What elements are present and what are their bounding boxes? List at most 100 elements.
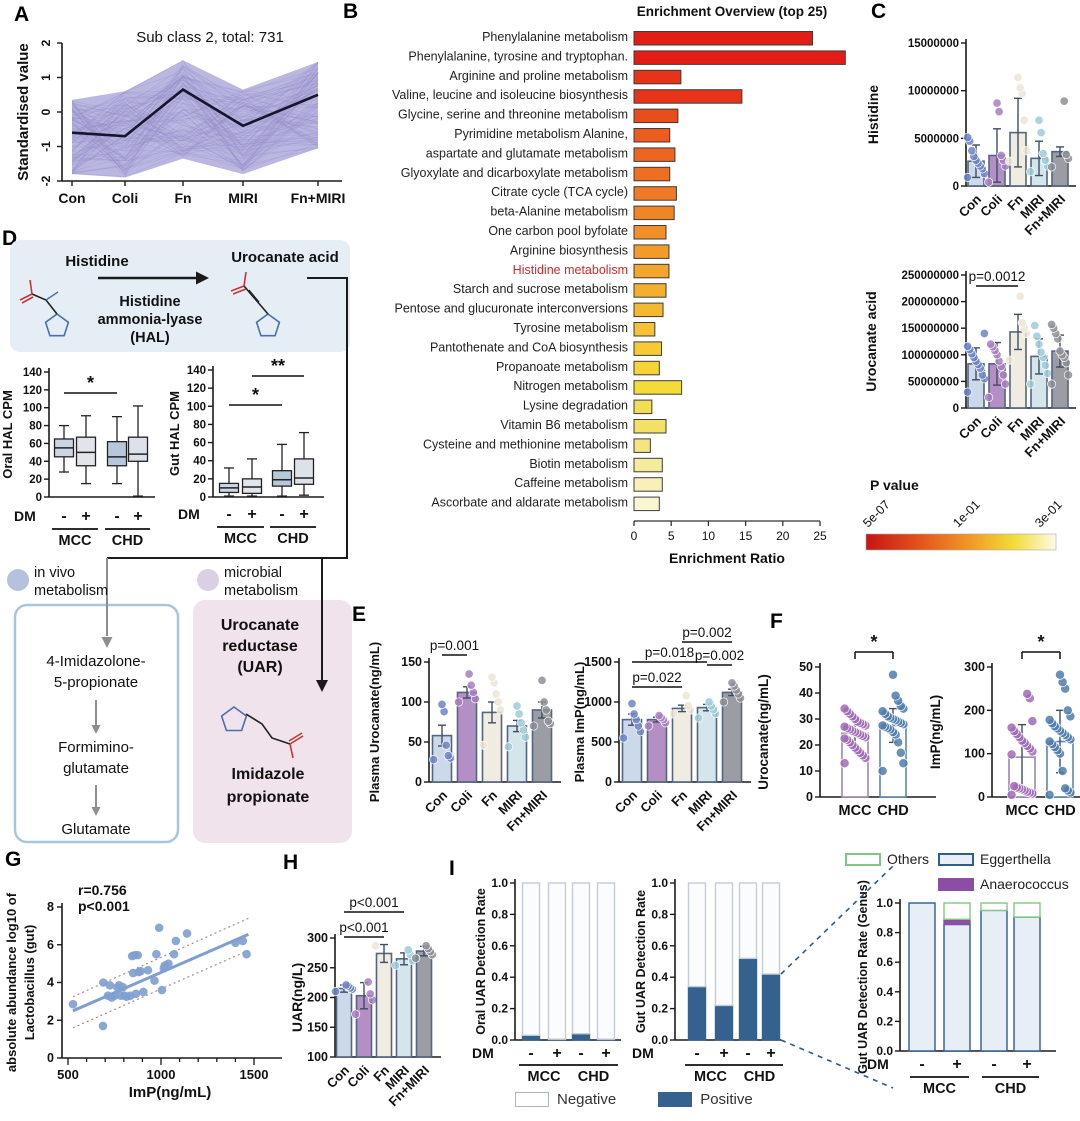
svg-text:p=0.018: p=0.018 (645, 645, 694, 660)
svg-text:0: 0 (806, 790, 813, 804)
svg-text:15000000: 15000000 (908, 38, 959, 50)
svg-text:-: - (226, 506, 231, 523)
svg-text:microbial: microbial (224, 565, 282, 581)
svg-text:0: 0 (605, 775, 612, 789)
svg-text:0: 0 (978, 790, 985, 804)
svg-text:1500: 1500 (240, 1067, 269, 1082)
svg-text:300: 300 (307, 931, 328, 945)
svg-text:1.0: 1.0 (491, 876, 508, 890)
svg-text:-: - (919, 1056, 924, 1073)
panel-e-plasma-urocanate-chart: 0 50 100 150 Plasma Urocanate(ng/mL) Con Coli F… (355, 615, 590, 870)
panel-c-histidine-chart: 0 5000000 10000000 15000000 Histidine Con Coli… (862, 18, 1080, 253)
svg-text:5: 5 (668, 529, 675, 543)
svg-text:CHD: CHD (1044, 803, 1075, 819)
svg-text:MCC: MCC (694, 1069, 728, 1085)
svg-text:CHD: CHD (277, 531, 308, 547)
svg-text:Enrichment Ratio: Enrichment Ratio (669, 550, 785, 566)
svg-text:0.6: 0.6 (651, 939, 668, 953)
svg-text:30: 30 (799, 712, 813, 726)
svg-text:DM: DM (472, 1045, 494, 1061)
svg-text:Glutamate: Glutamate (61, 821, 130, 838)
svg-text:25: 25 (813, 529, 827, 543)
svg-text:0: 0 (39, 108, 53, 115)
svg-text:-: - (745, 1045, 750, 1062)
eggerthella-swatch (938, 852, 974, 866)
svg-text:6: 6 (47, 938, 54, 952)
svg-text:MCC: MCC (923, 1081, 957, 1097)
svg-text:Plasma Urocanate(ng/mL): Plasma Urocanate(ng/mL) (367, 642, 382, 802)
svg-text:Fn+MIRI: Fn+MIRI (291, 190, 346, 206)
svg-text:100: 100 (187, 401, 206, 413)
svg-text:40: 40 (799, 686, 813, 700)
panel-f-urocanate-chart: 0 10 20 30 40 50 Urocanate(ng/mL) MCC CHD * (750, 630, 936, 865)
svg-text:40: 40 (29, 456, 42, 468)
svg-text:CHD: CHD (112, 533, 143, 549)
svg-text:propionate: propionate (227, 789, 310, 806)
svg-text:MCC: MCC (224, 531, 258, 547)
svg-text:aspartate and glutamate metabo: aspartate and glutamate metabolism (426, 146, 628, 160)
svg-text:50000000: 50000000 (908, 376, 959, 388)
svg-text:0.0: 0.0 (491, 1033, 508, 1047)
svg-text:1000: 1000 (584, 695, 612, 709)
svg-text:metabolism: metabolism (34, 583, 108, 599)
svg-text:UAR(ng/L): UAR(ng/L) (289, 963, 305, 1032)
svg-text:-: - (578, 1045, 583, 1062)
panel-i-oral-detection-chart: 0.0 0.2 0.4 0.6 0.8 1.0 Oral UAR Detection Rat… (440, 855, 621, 1100)
svg-text:+: + (766, 1045, 775, 1062)
panel-label-h: H (283, 851, 299, 874)
svg-text:20: 20 (799, 738, 813, 752)
panel-c-urocanate-chart: 0 50000000 100000000 150000000 200000000 2500… (862, 253, 1080, 493)
svg-text:+: + (552, 1045, 561, 1062)
svg-text:p=0.002: p=0.002 (682, 625, 731, 640)
svg-text:+: + (952, 1056, 961, 1073)
svg-text:0.4: 0.4 (491, 970, 508, 984)
svg-text:0.2: 0.2 (491, 1002, 508, 1016)
svg-text:-: - (528, 1045, 533, 1062)
svg-text:*: * (252, 385, 259, 405)
svg-text:glutamate: glutamate (63, 760, 129, 777)
svg-text:Gut UAR Detection Rate (Genus: Gut UAR Detection Rate (Genus) (856, 880, 870, 1074)
svg-text:CHD: CHD (744, 1069, 775, 1085)
svg-text:80: 80 (29, 421, 42, 433)
svg-text:Con: Con (422, 787, 451, 816)
svg-text:-: - (114, 508, 119, 525)
svg-text:0.6: 0.6 (876, 955, 893, 969)
panel-label-g: G (5, 848, 22, 871)
svg-text:One carbon pool byfolate: One carbon pool byfolate (488, 224, 628, 238)
svg-text:120: 120 (187, 383, 206, 395)
svg-text:+: + (133, 508, 142, 525)
svg-text:60: 60 (29, 438, 42, 450)
svg-text:40: 40 (193, 456, 206, 468)
svg-text:+: + (601, 1045, 610, 1062)
svg-text:0: 0 (47, 1051, 54, 1065)
svg-text:Nitrogen metabolism: Nitrogen metabolism (513, 379, 628, 393)
svg-text:150: 150 (307, 1020, 328, 1034)
others-swatch (845, 852, 881, 866)
svg-text:DM: DM (178, 506, 200, 522)
svg-text:0.4: 0.4 (876, 985, 893, 999)
svg-text:0: 0 (953, 181, 959, 193)
panel-d-gut-hal-boxplot: 0 20 40 60 80 100 120 140 Gut HAL CPM * ** DM - + - + MC… (165, 352, 360, 558)
panel-e-plasma-imp-chart: 0 500 1000 1500 Plasma ImP(ng/mL) Con Coli Fn MI… (560, 615, 805, 870)
svg-text:Urocanate(ng/mL): Urocanate(ng/mL) (756, 674, 771, 790)
svg-text:+: + (1022, 1056, 1031, 1073)
svg-text:Pyrimidine metabolism Alanine,: Pyrimidine metabolism Alanine, (454, 127, 628, 141)
svg-text:250: 250 (307, 961, 328, 975)
svg-text:Oral UAR Detection Rate: Oral UAR Detection Rate (474, 888, 488, 1035)
svg-text:0.2: 0.2 (651, 1002, 668, 1016)
svg-text:1: 1 (39, 74, 53, 81)
svg-text:p<0.001: p<0.001 (339, 920, 388, 935)
panel-i-gut-detection-chart: 0.0 0.2 0.4 0.6 0.8 1.0 Gut UAR Detection Rate… (600, 855, 783, 1100)
svg-text:in vivo: in vivo (34, 565, 75, 581)
svg-text:-: - (991, 1056, 996, 1073)
anaerococcus-swatch (938, 877, 974, 891)
svg-text:50: 50 (408, 735, 422, 749)
svg-text:60: 60 (193, 438, 206, 450)
svg-text:5000000: 5000000 (914, 133, 959, 145)
svg-text:140: 140 (23, 367, 42, 379)
panel-label-a: A (14, 3, 30, 26)
panel-d-pathway-diagram: Histidine Urocanate acid Histidine ammonia-… (0, 228, 356, 845)
svg-text:MCC: MCC (58, 533, 92, 549)
svg-text:Urocanate: Urocanate (221, 617, 299, 634)
